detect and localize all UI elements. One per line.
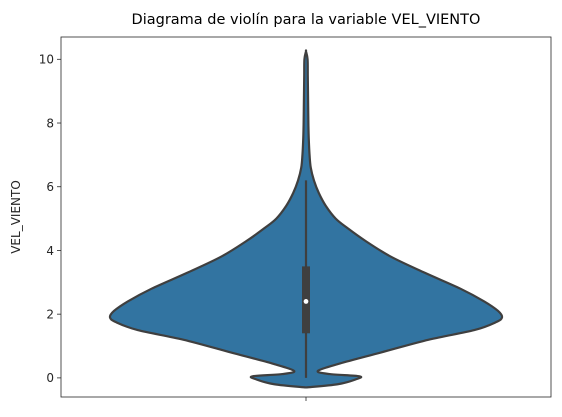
y-tick-label: 4 bbox=[46, 244, 54, 258]
violin-median-dot bbox=[303, 299, 309, 304]
y-tick-label: 8 bbox=[46, 116, 54, 130]
y-tick-label: 10 bbox=[39, 53, 54, 67]
y-tick-label: 2 bbox=[46, 307, 54, 321]
y-tick-label: 0 bbox=[46, 371, 54, 385]
y-tick-label: 6 bbox=[46, 180, 54, 194]
violin bbox=[108, 49, 504, 389]
y-axis-ticks: 0 2 4 6 8 10 bbox=[39, 53, 61, 385]
y-axis-label: VEL_VIENTO bbox=[9, 180, 23, 254]
plot-area: 0 2 4 6 8 10 bbox=[39, 36, 552, 401]
chart-title: Diagrama de violín para la variable VEL_… bbox=[132, 12, 481, 28]
plot-frame bbox=[60, 36, 552, 398]
